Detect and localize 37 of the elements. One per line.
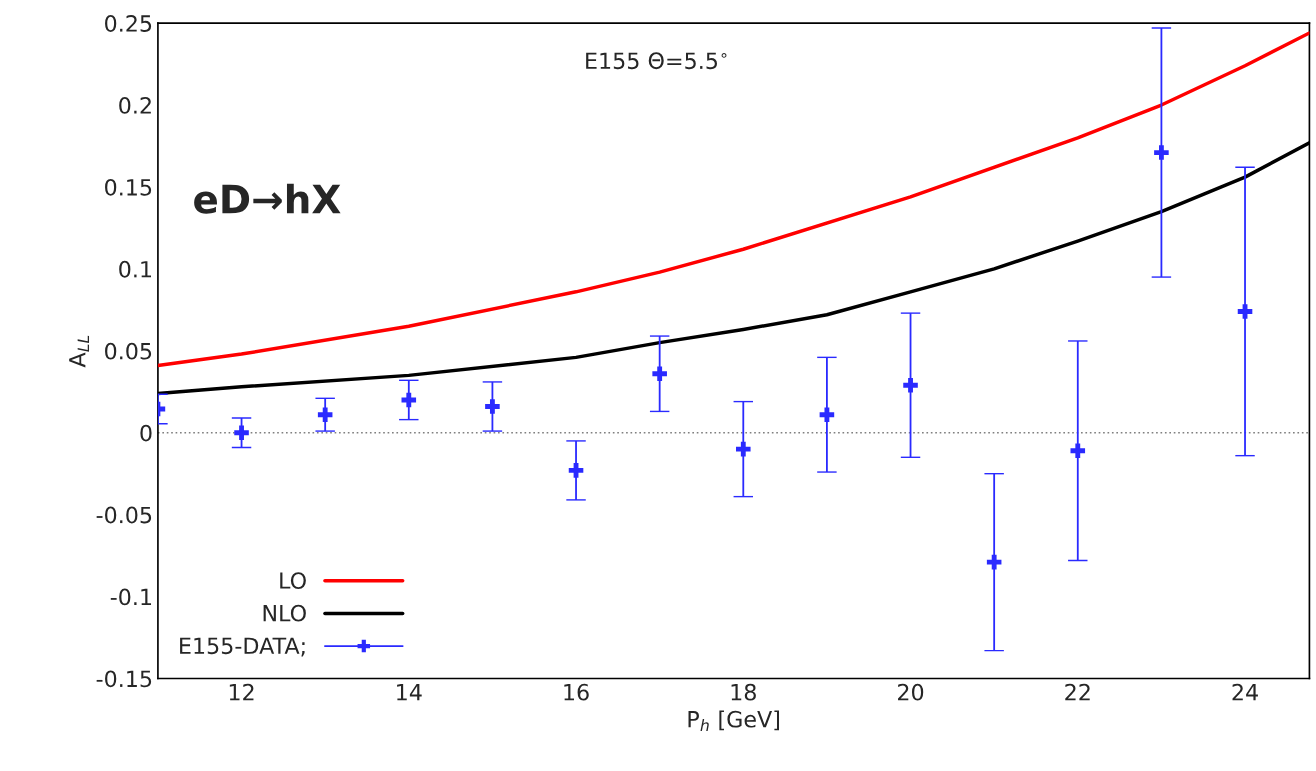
- y-tick-label: 0.25: [105, 15, 152, 32]
- x-tick-label: 16: [564, 683, 589, 701]
- point: [819, 407, 835, 422]
- x-tick-label: 24: [1232, 683, 1258, 701]
- x-tick-label: 14: [397, 684, 422, 701]
- point: [652, 366, 667, 382]
- point: [986, 554, 1002, 570]
- y-tick-label: 0.15: [105, 178, 152, 196]
- y-tick-label: -0.05: [96, 506, 152, 524]
- legend-label: NLO: [263, 604, 306, 622]
- point: [485, 399, 500, 414]
- y-tick-label: 0.2: [119, 97, 151, 114]
- legend-label: LO: [280, 572, 306, 589]
- point: [401, 392, 417, 408]
- point: [736, 441, 751, 457]
- annotation: E155 Θ=5.5$^{∘}$: [586, 52, 727, 70]
- y-tick-label: 0.05: [105, 342, 152, 360]
- point: [234, 425, 249, 441]
- annotation: eD→hX: [194, 183, 341, 214]
- legend-label: E155-DATA;: [180, 637, 305, 657]
- y-tick-label: -0.15: [96, 670, 152, 688]
- point: [903, 377, 918, 393]
- y-tick-label: 0.1: [119, 260, 152, 278]
- y-axis-title: A$_{LL}$: [69, 335, 90, 368]
- x-tick-label: 18: [731, 683, 756, 701]
- x-axis-title: P$_{h}$ [GeV]: [688, 710, 779, 731]
- x-tick-label: 22: [1065, 683, 1090, 701]
- point: [568, 463, 584, 478]
- point: [317, 407, 333, 422]
- x-tick-label: 20: [898, 683, 924, 701]
- point: [1154, 145, 1169, 160]
- point: [1070, 443, 1086, 459]
- line-series: [157, 31, 1310, 368]
- y-tick-label: 0: [140, 424, 152, 442]
- point: [1237, 304, 1253, 319]
- y-tick-label: -0.1: [110, 588, 152, 606]
- x-tick-label: 12: [229, 683, 254, 701]
